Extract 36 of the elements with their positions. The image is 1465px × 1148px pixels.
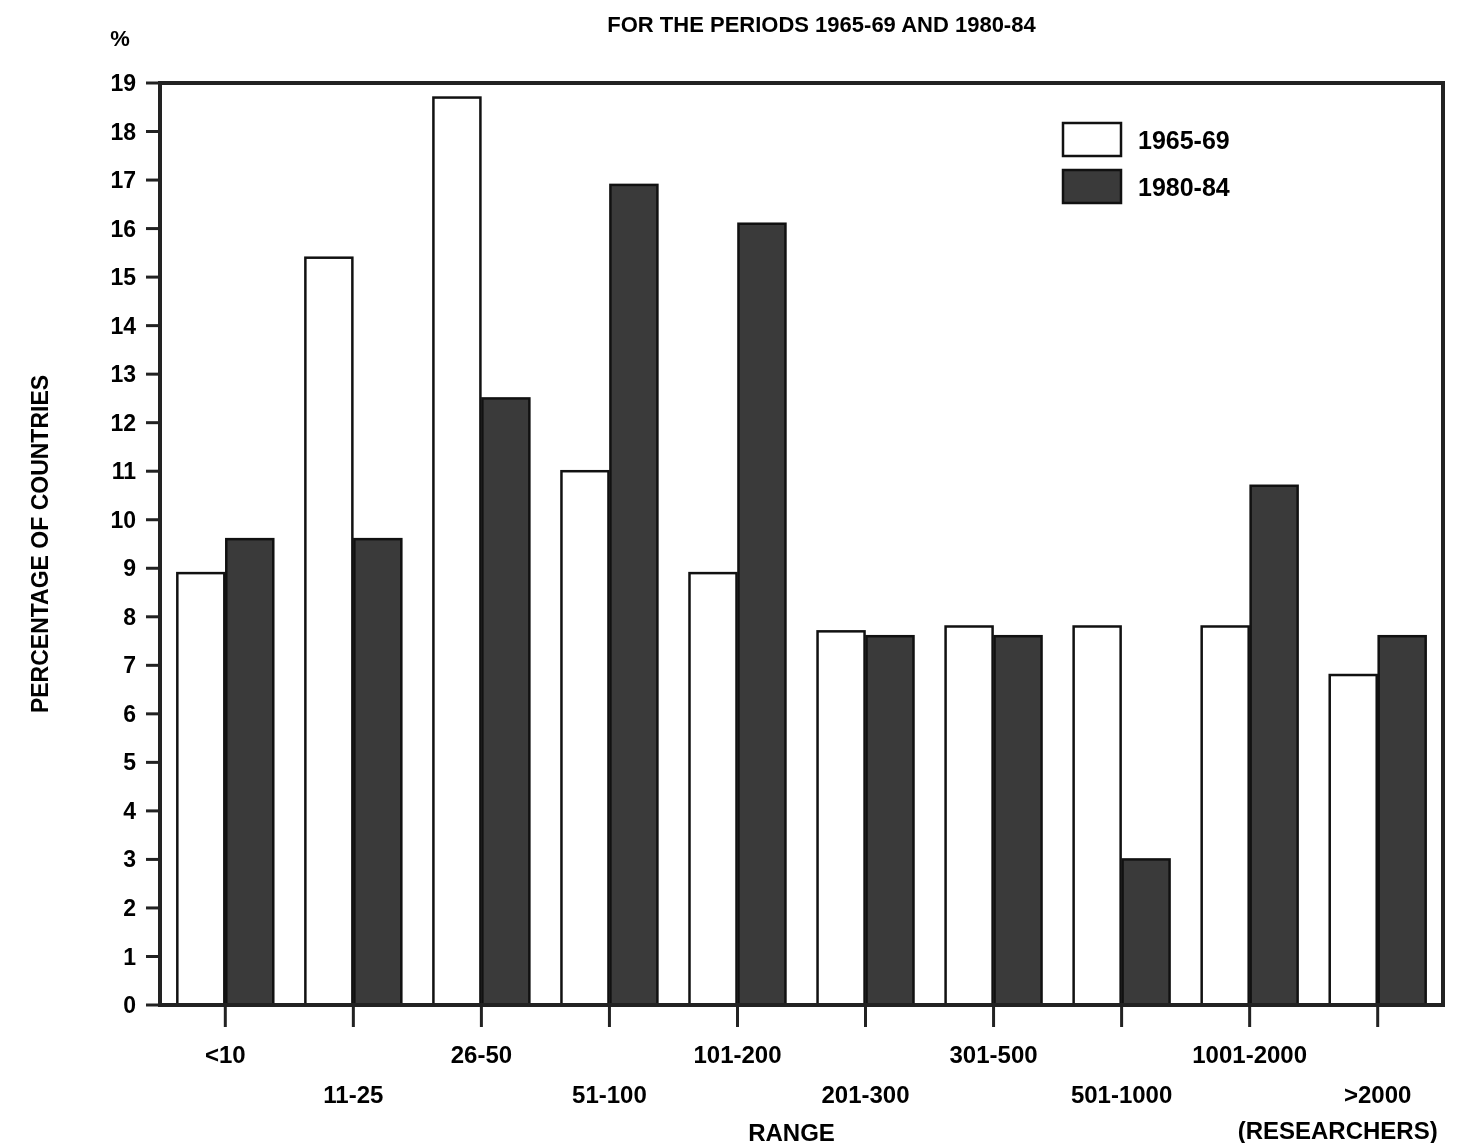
y-tick-label: 4 xyxy=(123,797,137,824)
x-tick-label: 101-200 xyxy=(693,1041,782,1068)
x-axis-title: RANGE xyxy=(748,1119,835,1146)
legend-label: 1965-69 xyxy=(1138,125,1230,154)
y-tick-label: 19 xyxy=(110,70,136,97)
y-tick-label: 11 xyxy=(111,458,137,485)
y-tick-label: 3 xyxy=(123,846,136,873)
y-tick-label: 16 xyxy=(110,215,136,242)
y-axis-title: PERCENTAGE OF COUNTRIES xyxy=(27,374,53,714)
y-tick-label: 6 xyxy=(123,700,136,727)
x-tick-label: >2000 xyxy=(1343,1081,1412,1108)
chart-title: FOR THE PERIODS 1965-69 AND 1980-84 xyxy=(607,12,1037,37)
x-tick-label: <10 xyxy=(204,1041,246,1068)
x-tick-label: 301-500 xyxy=(949,1041,1038,1068)
y-tick-label: 8 xyxy=(123,603,137,630)
y-tick-label: 9 xyxy=(123,555,136,582)
legend-label: 1980-84 xyxy=(1138,172,1230,201)
x-tick-label: 26-50 xyxy=(450,1041,513,1068)
y-tick-label: 13 xyxy=(110,361,136,388)
y-tick-label: 14 xyxy=(110,312,137,339)
y-tick-label: 0 xyxy=(123,992,136,1019)
y-tick-label: 10 xyxy=(110,506,136,533)
y-tick-label: 15 xyxy=(110,264,137,291)
x-tick-label: 501-1000 xyxy=(1070,1081,1173,1108)
y-tick-label: 17 xyxy=(110,167,136,194)
x-tick-label: 201-300 xyxy=(821,1081,910,1108)
y-tick-label: 2 xyxy=(123,895,136,921)
y-tick-label: 12 xyxy=(110,409,136,436)
y-tick-label: 5 xyxy=(123,749,137,776)
y-tick-label: 18 xyxy=(110,118,137,145)
x-tick-label: 51-100 xyxy=(572,1081,647,1108)
y-tick-label: 1 xyxy=(123,943,137,970)
text: % xyxy=(110,26,130,51)
y-tick-label: 7 xyxy=(123,652,136,679)
x-tick-label: 11-25 xyxy=(323,1081,384,1108)
x-tick-label: 1001-2000 xyxy=(1192,1041,1308,1068)
